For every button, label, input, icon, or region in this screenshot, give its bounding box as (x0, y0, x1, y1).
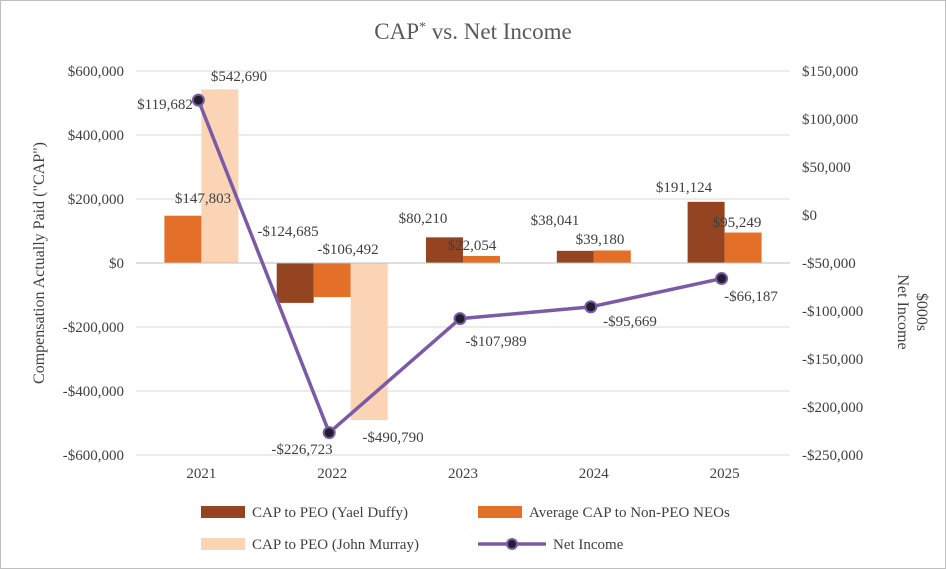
data-label: -$66,187 (724, 289, 778, 305)
bar (687, 201, 725, 263)
bar (164, 215, 202, 263)
bar (724, 232, 762, 263)
net-income-point (191, 93, 205, 107)
right-tick-label: -$200,000 (802, 400, 863, 416)
right-tick-label: $100,000 (802, 112, 858, 128)
right-tick-label: $150,000 (802, 64, 858, 80)
chart-title-suffix: vs. Net Income (426, 19, 572, 44)
right-tick-label: -$100,000 (802, 304, 863, 320)
bar (350, 263, 388, 421)
legend-marker (506, 538, 518, 550)
left-axis-ticks: $600,000 $400,000 $200,000 $0 -$200,000 -$400… (63, 64, 124, 464)
data-label: -$226,723 (271, 442, 332, 458)
data-label: $542,690 (211, 69, 267, 85)
data-label: -$95,669 (603, 314, 657, 330)
right-tick-label: -$150,000 (802, 352, 863, 368)
data-label: $80,210 (399, 211, 448, 227)
data-label: $38,041 (531, 213, 580, 229)
gridlines (136, 70, 790, 456)
data-label: $191,124 (656, 180, 713, 196)
bar (593, 250, 631, 263)
data-label: -$124,685 (257, 224, 318, 240)
legend-item: CAP to PEO (John Murray) (201, 537, 419, 553)
net-income-point (715, 272, 729, 286)
left-tick-label: $600,000 (68, 64, 124, 80)
left-tick-label: $400,000 (68, 128, 124, 144)
x-tick-label: 2022 (317, 466, 347, 482)
bar (556, 250, 594, 263)
legend: CAP to PEO (Yael Duffy) Average CAP to No… (201, 505, 730, 553)
data-labels: -$124,685 $80,210 $38,041 $191,124 $147,803 -… (137, 69, 778, 458)
net-income-line (191, 93, 729, 440)
x-axis-ticks: 2021 2022 2023 2024 2025 (186, 466, 739, 482)
left-tick-label: $0 (109, 256, 124, 272)
right-axis-ticks: $150,000 $100,000 $50,000 $0 -$50,000 -$100,0… (802, 64, 863, 464)
x-tick-label: 2025 (710, 466, 740, 482)
bar (201, 89, 239, 263)
left-axis-title: Compensation Actually Paid ("CAP") (31, 142, 48, 384)
legend-item: Average CAP to Non-PEO NEOs (478, 505, 730, 521)
net-income-point (453, 312, 467, 326)
left-tick-label: -$600,000 (63, 448, 124, 464)
legend-item: CAP to PEO (Yael Duffy) (201, 505, 408, 521)
net-income-point (322, 426, 336, 440)
left-tick-label: -$400,000 (63, 384, 124, 400)
bar (426, 237, 463, 263)
data-label: $119,682 (137, 97, 193, 113)
net-income-point (584, 300, 598, 314)
right-tick-label: $50,000 (802, 160, 851, 176)
legend-swatch (478, 506, 522, 518)
right-tick-label: -$250,000 (802, 448, 863, 464)
legend-label: Net Income (553, 537, 624, 553)
legend-label: CAP to PEO (Yael Duffy) (252, 505, 408, 521)
data-label: $22,054 (448, 238, 497, 254)
chart-title-superscript: * (419, 20, 426, 35)
data-label: -$106,492 (317, 242, 378, 258)
data-label: -$490,790 (362, 430, 423, 446)
x-tick-label: 2023 (448, 466, 478, 482)
legend-swatch (201, 538, 245, 550)
right-tick-label: -$50,000 (802, 256, 856, 272)
chart-title-main: CAP (374, 19, 419, 44)
data-label: -$107,989 (465, 334, 526, 350)
data-label: $95,249 (713, 215, 762, 231)
right-tick-label: $0 (802, 208, 817, 224)
legend-swatch (201, 506, 245, 518)
left-tick-label: $200,000 (68, 192, 124, 208)
data-label: $147,803 (175, 191, 231, 207)
legend-item: Net Income (478, 537, 624, 553)
bar (313, 263, 351, 298)
x-tick-label: 2024 (579, 466, 610, 482)
bars (164, 89, 762, 421)
legend-label: Average CAP to Non-PEO NEOs (529, 505, 730, 521)
bar (276, 263, 314, 303)
chart-title: CAP* vs. Net Income (374, 19, 571, 44)
legend-label: CAP to PEO (John Murray) (252, 537, 419, 553)
data-label: $39,180 (576, 232, 625, 248)
bar (463, 255, 500, 263)
right-axis-title-line1: Net Income (894, 274, 911, 349)
left-tick-label: -$200,000 (63, 320, 124, 336)
x-tick-label: 2021 (186, 466, 216, 482)
right-axis-title-line2: $000s (913, 293, 930, 331)
